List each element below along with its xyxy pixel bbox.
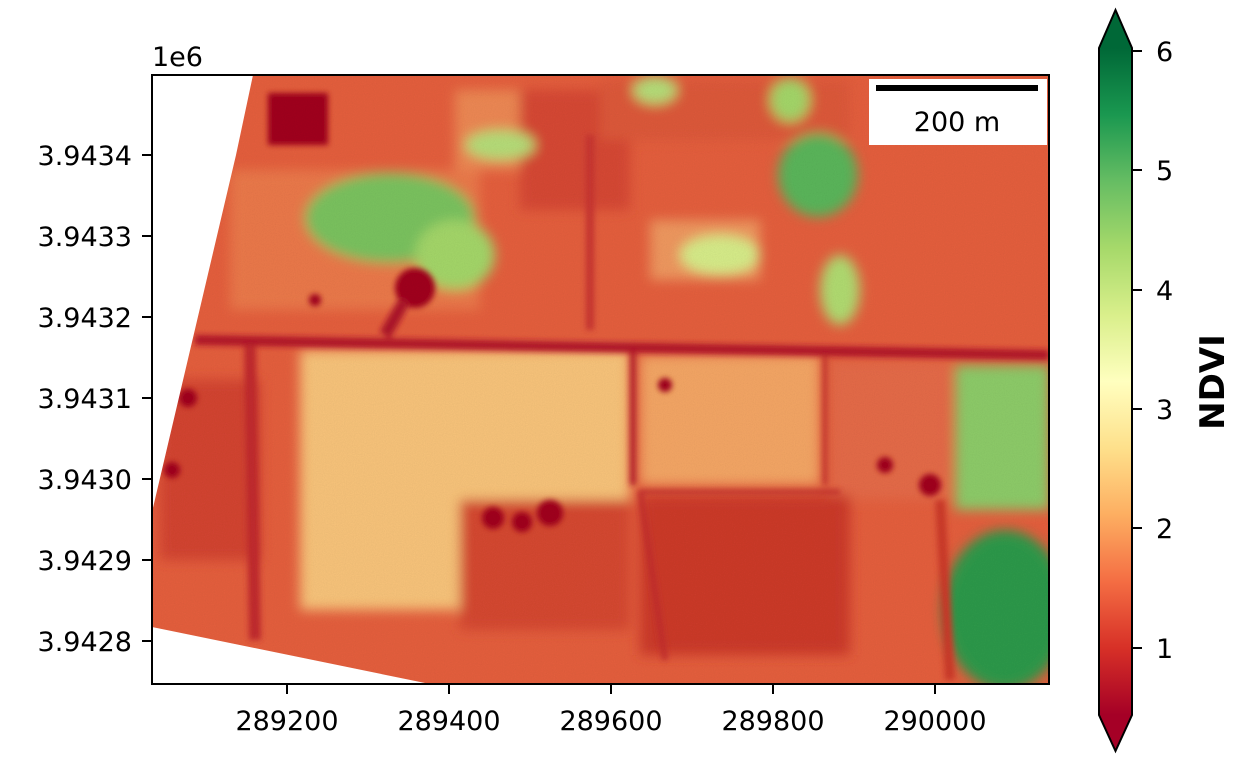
colorbar: 1 2 3 4 5 6 NDVI: [1098, 7, 1233, 754]
x-tick: 290000: [883, 684, 987, 737]
scale-bar-line: [876, 85, 1038, 91]
colorbar-extend-bottom: [1099, 715, 1132, 751]
y-tick: 3.9430: [38, 465, 152, 496]
colorbar-tick-label: 5: [1156, 156, 1173, 187]
colorbar-tick: 3: [1132, 395, 1173, 426]
y-tick: 3.9428: [38, 627, 152, 658]
y-tick-label: 3.9430: [38, 465, 132, 496]
y-tick-label: 3.9434: [38, 141, 132, 172]
map-axes-frame: [151, 74, 1050, 685]
colorbar-tick: 5: [1132, 156, 1173, 187]
y-axis-offset-label: 1e6: [152, 42, 203, 73]
x-tick-label: 289600: [559, 706, 662, 737]
y-tick: 3.9434: [38, 141, 152, 172]
y-tick-label: 3.9429: [38, 546, 132, 577]
scale-bar-label: 200 m: [914, 107, 1000, 138]
colorbar-tick: 2: [1132, 514, 1173, 545]
colorbar-tick: 4: [1132, 276, 1173, 307]
y-tick-label: 3.9432: [38, 303, 132, 334]
x-tick-label: 289200: [235, 706, 338, 737]
colorbar-tick-label: 2: [1156, 514, 1173, 545]
y-tick: 3.9433: [38, 222, 152, 253]
x-axis: 289200 289400 289600 289800 290000: [235, 684, 987, 737]
x-tick: 289400: [397, 684, 501, 737]
x-tick: 289600: [559, 684, 663, 737]
colorbar-tick: 1: [1132, 634, 1173, 665]
colorbar-gradient: [1099, 48, 1132, 715]
colorbar-outline: [1098, 7, 1133, 754]
y-axis: 3.9434 3.9433 3.9432 3.9431 3.9430 3.942…: [38, 141, 152, 658]
x-tick: 289200: [235, 684, 339, 737]
y-tick-label: 3.9433: [38, 222, 132, 253]
scale-bar: 200 m: [869, 79, 1047, 145]
colorbar-tick: 6: [1132, 37, 1173, 68]
colorbar-tick-label: 3: [1156, 395, 1173, 426]
colorbar-tick-label: 1: [1156, 634, 1173, 665]
y-tick: 3.9431: [38, 384, 152, 415]
colorbar-tick-label: 6: [1156, 37, 1173, 68]
colorbar-extend-top: [1099, 10, 1132, 48]
ndvi-raster: [152, 75, 1049, 684]
x-tick-label: 289400: [397, 706, 500, 737]
y-tick: 3.9432: [38, 303, 152, 334]
colorbar-tick-label: 4: [1156, 276, 1173, 307]
x-tick-label: 289800: [721, 706, 824, 737]
x-tick-label: 290000: [883, 706, 986, 737]
y-tick-label: 3.9428: [38, 627, 132, 658]
x-tick: 289800: [721, 684, 825, 737]
y-tick-label: 3.9431: [38, 384, 132, 415]
colorbar-label: NDVI: [1193, 334, 1233, 430]
y-tick: 3.9429: [38, 546, 152, 577]
